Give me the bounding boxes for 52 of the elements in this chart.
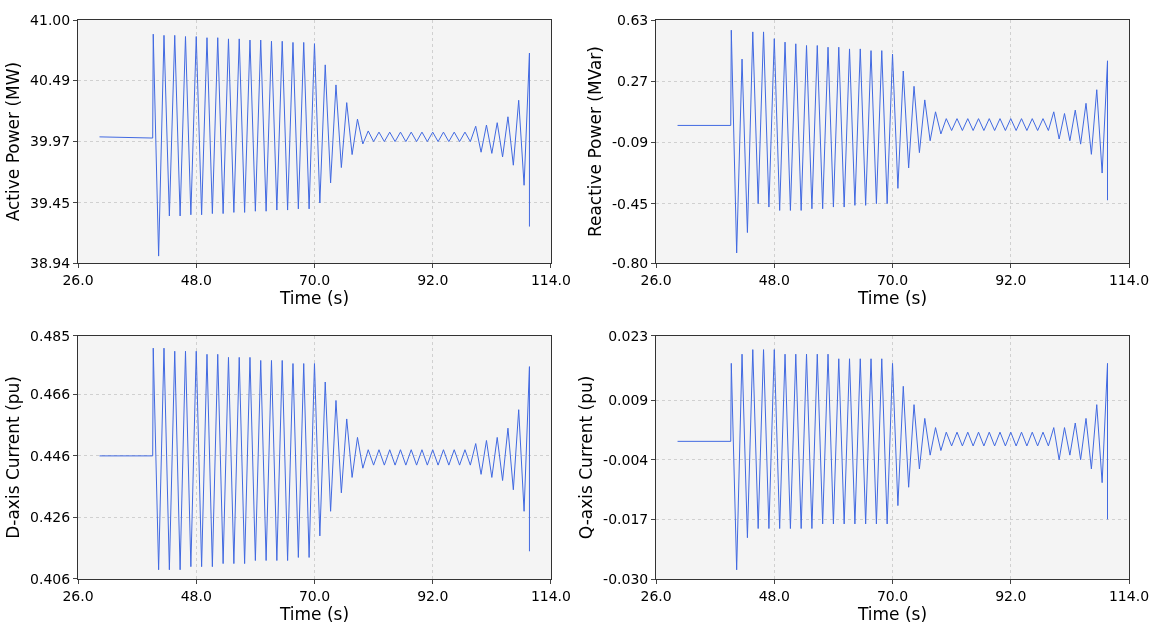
- x-tick-label: 114.0: [530, 271, 571, 288]
- y-tick-label: 0.27: [617, 73, 649, 90]
- x-tick-label: 92.0: [417, 587, 449, 604]
- x-tick-label: 92.0: [995, 271, 1027, 288]
- x-tick-label: 70.0: [298, 587, 331, 604]
- x-tick-label: 26.0: [62, 587, 94, 604]
- y-tick-label: 0.466: [30, 386, 71, 403]
- x-axis-title: Time (s): [856, 603, 928, 624]
- x-tick-label: 92.0: [417, 271, 449, 288]
- x-axis-title: Time (s): [856, 287, 928, 308]
- x-tick-label: 48.0: [758, 587, 790, 604]
- x-tick-label: 70.0: [876, 587, 909, 604]
- line-series: [99, 347, 530, 571]
- x-tick-label: 26.0: [640, 271, 672, 288]
- y-axis-title: Active Power (MW): [2, 61, 23, 222]
- y-tick-label: -0.017: [603, 511, 649, 528]
- y-tick-label: -0.80: [612, 255, 649, 272]
- y-axis-title: Reactive Power (MVar): [584, 46, 605, 238]
- y-tick-label: 39.97: [30, 133, 71, 150]
- x-tick-label: 92.0: [995, 587, 1027, 604]
- line-series: [677, 29, 1108, 254]
- y-tick-label: 39.45: [30, 194, 71, 211]
- x-tick-label: 114.0: [530, 587, 571, 604]
- y-tick-label: 0.009: [608, 391, 649, 408]
- x-axis-title: Time (s): [278, 603, 350, 624]
- line-series: [99, 33, 530, 257]
- x-tick-label: 26.0: [640, 587, 672, 604]
- y-tick-label: 0.485: [30, 327, 71, 344]
- x-tick-label: 48.0: [180, 587, 212, 604]
- y-tick-label: -0.09: [612, 134, 649, 151]
- y-tick-label: -0.030: [603, 570, 649, 587]
- y-tick-label: 0.406: [30, 570, 71, 587]
- x-tick-label: 48.0: [758, 271, 790, 288]
- y-tick-label: 41.00: [30, 11, 71, 28]
- x-tick-label: 70.0: [298, 271, 331, 288]
- x-tick-label: 114.0: [1108, 271, 1150, 288]
- y-tick-label: -0.004: [603, 451, 649, 468]
- x-tick-label: 48.0: [180, 271, 212, 288]
- y-axis-title: Q-axis Current (pu): [575, 375, 596, 540]
- y-tick-label: 0.426: [30, 509, 71, 526]
- y-tick-label: 0.63: [617, 11, 649, 28]
- x-tick-label: 26.0: [62, 271, 94, 288]
- line-series: [677, 349, 1108, 571]
- x-tick-label: 114.0: [1108, 587, 1150, 604]
- y-tick-label: 38.94: [30, 255, 71, 272]
- y-tick-label: 40.49: [30, 72, 71, 89]
- y-tick-label: 0.446: [30, 447, 71, 464]
- x-tick-label: 70.0: [876, 271, 909, 288]
- y-axis-title: D-axis Current (pu): [2, 376, 23, 539]
- x-axis-title: Time (s): [278, 287, 350, 308]
- y-tick-label: 0.023: [608, 327, 649, 344]
- y-tick-label: -0.45: [612, 195, 649, 212]
